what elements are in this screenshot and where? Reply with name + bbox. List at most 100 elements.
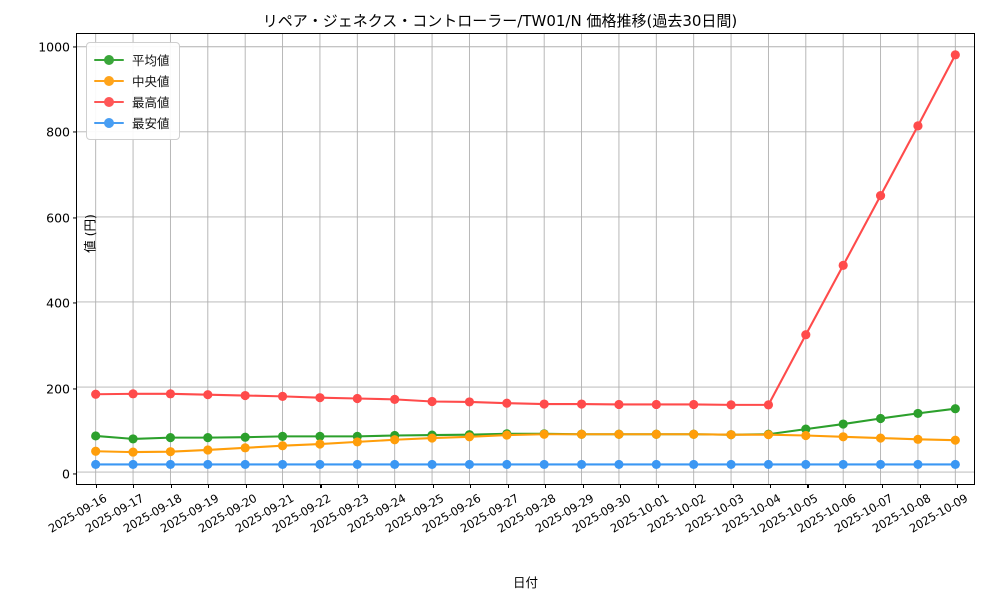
series-line	[94, 433, 957, 454]
data-point-marker	[950, 50, 960, 60]
data-point-marker	[763, 459, 774, 470]
x-tick-mark	[582, 484, 584, 488]
y-tick-mark	[73, 131, 77, 133]
data-point-marker	[91, 459, 101, 470]
x-tick-mark	[695, 484, 697, 488]
data-point-marker	[315, 431, 325, 441]
data-point-marker	[651, 429, 661, 439]
data-point-marker	[689, 399, 699, 410]
legend-item-3: 最高値	[94, 91, 170, 112]
x-tick-mark	[283, 484, 285, 488]
data-point-marker	[165, 447, 176, 457]
data-point-marker	[128, 389, 138, 399]
data-point-marker	[539, 429, 549, 439]
x-tick-mark	[769, 484, 772, 488]
legend-marker-icon	[94, 74, 124, 88]
data-point-marker	[352, 437, 362, 447]
data-point-marker	[390, 459, 400, 470]
y-tick-mark	[73, 46, 77, 48]
data-point-marker	[240, 390, 250, 401]
data-point-marker	[390, 435, 400, 445]
y-tick-label: 200	[46, 381, 70, 397]
data-point-marker	[128, 459, 138, 470]
data-point-marker	[91, 431, 101, 441]
data-point-marker	[203, 445, 213, 455]
legend-item-4: 最安値	[94, 112, 170, 133]
data-point-marker	[315, 439, 325, 449]
plot-area: 0 200 400 600 800 1000 2025-09-16 2025-09-17 20…	[38, 33, 975, 536]
data-point-marker	[689, 429, 699, 439]
data-point-marker	[875, 413, 886, 424]
x-tick-mark	[882, 484, 884, 488]
data-point-marker	[875, 459, 886, 470]
data-point-marker	[203, 433, 213, 443]
data-point-marker	[913, 459, 923, 470]
legend-item-1: 平均値	[94, 49, 170, 70]
data-point-marker	[352, 393, 362, 404]
x-tick-mark	[620, 484, 622, 488]
y-tick-mark	[73, 217, 77, 219]
x-tick-mark	[507, 484, 509, 488]
legend-label: 最高値	[132, 95, 170, 110]
data-point-marker	[240, 443, 250, 453]
data-point-marker	[614, 399, 624, 410]
data-point-marker	[950, 404, 960, 414]
data-point-marker	[427, 396, 437, 407]
y-tick-mark	[73, 388, 77, 390]
x-tick-mark	[545, 484, 547, 488]
chart-legend: 平均値 中央値 最高値 最安値	[86, 42, 180, 140]
x-tick-mark	[170, 484, 172, 488]
data-point-marker	[277, 459, 288, 470]
data-point-marker	[352, 459, 362, 470]
data-point-marker	[203, 390, 213, 400]
data-point-marker	[801, 330, 811, 340]
data-point-marker	[240, 432, 250, 442]
x-axis-label: 日付	[512, 575, 538, 590]
y-tick-label: 600	[46, 210, 70, 226]
data-point-marker	[726, 459, 736, 470]
x-tick-mark	[919, 484, 921, 488]
x-tick-mark	[357, 484, 360, 488]
data-point-marker	[464, 397, 475, 407]
data-point-marker	[464, 459, 475, 470]
series-line	[94, 53, 957, 406]
data-point-marker	[576, 399, 587, 409]
data-point-marker	[277, 391, 288, 401]
data-point-marker	[539, 459, 549, 470]
data-point-marker	[203, 459, 213, 470]
x-tick-mark	[470, 484, 472, 488]
data-point-marker	[838, 419, 848, 429]
data-point-marker	[539, 399, 549, 409]
data-point-marker	[838, 432, 848, 442]
data-point-marker	[277, 441, 288, 451]
x-tick-mark	[432, 484, 434, 488]
x-tick-mark	[844, 484, 846, 488]
data-point-marker	[689, 459, 699, 470]
chart-title: リペア・ジェネクス・コントローラー/TW01/N 価格推移(過去30日間)	[262, 12, 738, 30]
y-axis-label: 値 (円)	[82, 214, 98, 253]
data-point-marker	[875, 191, 886, 201]
y-tick-label: 400	[46, 295, 70, 311]
data-point-marker	[651, 459, 661, 470]
data-point-marker	[801, 424, 811, 434]
data-point-marker	[165, 433, 176, 443]
legend-label: 平均値	[132, 53, 170, 68]
x-tick-mark	[732, 484, 734, 488]
x-tick-mark	[95, 484, 97, 488]
data-point-marker	[651, 399, 661, 410]
data-series-layer	[91, 50, 960, 470]
legend-marker-icon	[94, 116, 124, 130]
legend-label: 最安値	[132, 116, 170, 131]
data-point-marker	[390, 394, 400, 404]
data-point-marker	[614, 459, 624, 470]
data-point-marker	[128, 434, 138, 444]
x-tick-mark	[133, 484, 135, 488]
x-tick-mark	[245, 484, 247, 488]
data-point-marker	[801, 459, 811, 470]
data-point-marker	[913, 408, 923, 418]
data-point-marker	[726, 400, 736, 410]
data-point-marker	[91, 389, 101, 399]
data-point-marker	[838, 260, 848, 270]
x-tick-mark	[807, 484, 809, 488]
